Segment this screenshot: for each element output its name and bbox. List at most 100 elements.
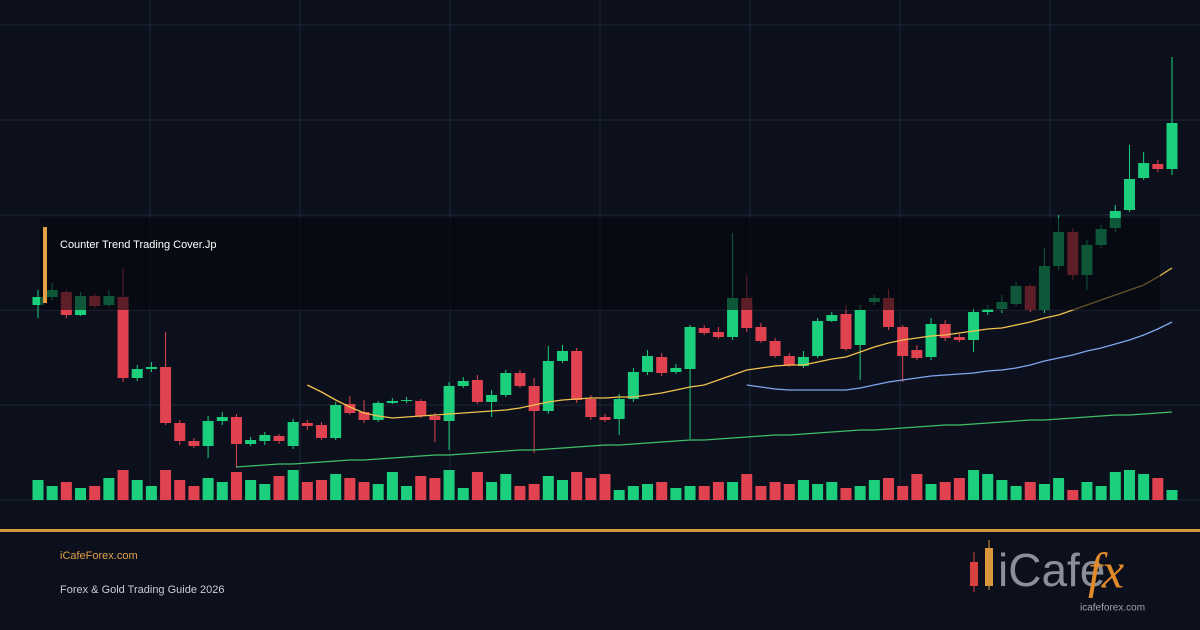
- volume-bar: [259, 484, 271, 500]
- candle-body: [372, 403, 384, 420]
- candle-body: [386, 401, 398, 403]
- volume-bar: [1123, 470, 1135, 500]
- volume-bar: [1166, 490, 1178, 500]
- candle-body: [471, 380, 483, 402]
- candle-body: [712, 332, 724, 337]
- volume-bar: [287, 470, 299, 500]
- volume-bar: [925, 484, 937, 500]
- subtitle: Forex & Gold Trading Guide 2026: [60, 584, 224, 596]
- candle-body: [556, 351, 568, 361]
- volume-bar: [1081, 482, 1093, 500]
- candle-body: [1166, 123, 1178, 169]
- candle-body: [627, 372, 639, 399]
- candle-body: [769, 341, 781, 356]
- candle-body: [812, 321, 824, 356]
- volume-bar: [372, 484, 384, 500]
- candle-body: [656, 357, 668, 373]
- candle-body: [330, 405, 342, 438]
- volume-bar: [316, 480, 327, 500]
- candle-body: [953, 337, 965, 340]
- volume-bar: [528, 484, 540, 500]
- volume-bar: [627, 486, 639, 500]
- volume-bar: [145, 486, 157, 500]
- volume-bar: [202, 478, 214, 500]
- volume-bar: [982, 474, 994, 500]
- moving-average: [746, 321, 1173, 391]
- candle-body: [117, 297, 129, 378]
- site-name: iCafeForex.com: [60, 550, 138, 562]
- volume-bar: [968, 470, 980, 500]
- candle-body: [131, 369, 143, 378]
- candle-body: [160, 367, 172, 423]
- candle-body: [301, 423, 313, 426]
- volume-bar: [301, 482, 313, 500]
- candle-body: [287, 422, 299, 446]
- volume-bar: [712, 482, 724, 500]
- candle-body: [245, 440, 257, 444]
- volume-bar: [797, 480, 809, 500]
- volume-bar: [656, 482, 668, 500]
- candle-body: [883, 298, 894, 327]
- volume-bar: [1038, 484, 1050, 500]
- volume-bar: [89, 486, 101, 500]
- candle-body: [698, 328, 710, 333]
- volume-bar: [826, 482, 838, 500]
- candle-body: [542, 361, 554, 411]
- volume-bar: [642, 484, 654, 500]
- volume-bar: [160, 470, 172, 500]
- volume-bar: [188, 486, 200, 500]
- candle-body: [500, 373, 512, 395]
- candle-body: [216, 417, 228, 421]
- candle-body: [613, 399, 625, 419]
- volume-bar: [1024, 482, 1036, 500]
- volume-bar: [783, 484, 795, 500]
- candle-body: [429, 416, 441, 420]
- volume-bar: [32, 480, 44, 500]
- volume-bar: [1138, 474, 1150, 500]
- volume-bar: [939, 482, 951, 500]
- volume-bar: [1109, 472, 1121, 500]
- candle-body: [514, 373, 526, 386]
- volume-bar: [443, 470, 455, 500]
- candle-body: [486, 395, 498, 402]
- volume-bar: [996, 480, 1008, 500]
- candle-body: [727, 298, 739, 337]
- title-accent: [43, 227, 47, 303]
- volume-bar: [840, 488, 852, 500]
- candle-body: [145, 367, 157, 369]
- candle-body: [32, 297, 44, 305]
- candle-body: [968, 312, 980, 340]
- moving-average: [236, 411, 1173, 468]
- candle-body: [273, 436, 285, 441]
- volume-bar: [471, 472, 483, 500]
- candle-body: [599, 417, 611, 420]
- volume-bar: [897, 486, 909, 500]
- logo-main: iCafe: [998, 544, 1105, 596]
- volume-bar: [514, 486, 526, 500]
- volume-bar: [684, 486, 696, 500]
- volume-bar: [585, 478, 597, 500]
- volume-bar: [556, 480, 568, 500]
- volume-bar: [698, 486, 710, 500]
- chart-title: Counter Trend Trading Cover.Jp: [60, 239, 217, 251]
- volume-bar: [599, 474, 611, 500]
- volume-bar: [1095, 486, 1107, 500]
- candle-body: [670, 368, 682, 372]
- volume-bar: [273, 476, 285, 500]
- candle-body: [259, 435, 271, 441]
- volume-bar: [883, 478, 894, 500]
- candle-body: [797, 357, 809, 366]
- volume-bar: [542, 476, 554, 500]
- title-box: [40, 218, 1160, 310]
- volume-bar: [486, 482, 498, 500]
- volume-bar: [911, 474, 923, 500]
- candle-body: [840, 314, 852, 349]
- candle-body: [1123, 179, 1135, 210]
- volume-bar: [429, 478, 441, 500]
- candle-body: [585, 399, 597, 417]
- candle-body: [316, 425, 327, 438]
- volume-bar: [75, 488, 87, 500]
- candle-body: [911, 350, 923, 358]
